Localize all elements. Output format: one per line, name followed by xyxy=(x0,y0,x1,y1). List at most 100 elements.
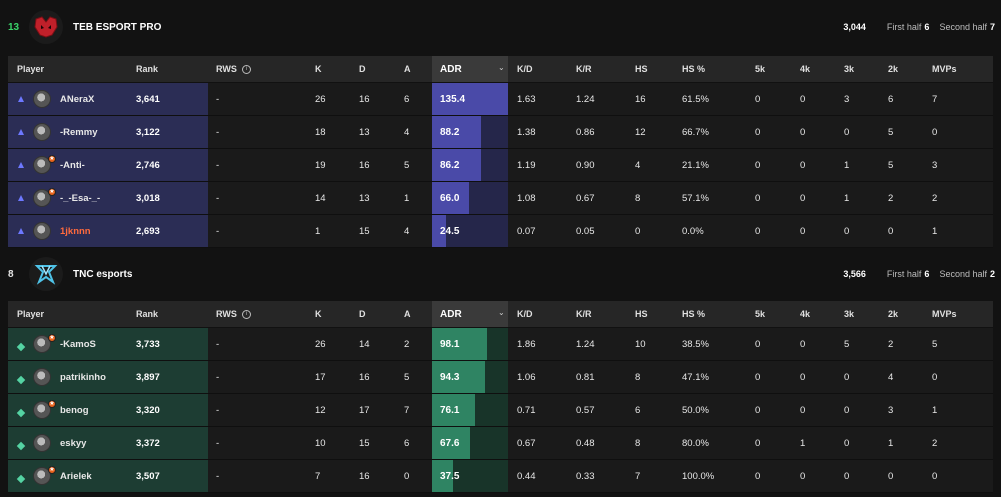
assists-value: 7 xyxy=(404,404,410,416)
column-header-assists[interactable]: A xyxy=(404,56,411,82)
3k-value: 3 xyxy=(844,93,850,105)
player-name[interactable]: -Remmy xyxy=(60,126,98,138)
headshot-percent-value: 100.0% xyxy=(682,470,715,482)
headshots-value: 4 xyxy=(635,159,641,171)
headshot-percent-value: 80.0% xyxy=(682,437,709,449)
info-icon[interactable]: i xyxy=(241,309,251,319)
player-name[interactable]: patrikinho xyxy=(60,371,106,383)
column-header-rank[interactable]: Rank xyxy=(136,301,158,327)
adr-bar: 98.1 xyxy=(432,328,508,360)
column-header-kr-ratio[interactable]: K/R xyxy=(576,56,592,82)
player-name[interactable]: eskyy xyxy=(60,437,87,449)
column-header-label: 3k xyxy=(844,309,855,319)
player-name[interactable]: benog xyxy=(60,404,89,416)
adr-value: 135.4 xyxy=(440,93,466,105)
rws-value: - xyxy=(216,93,220,105)
player-row[interactable]: ANeraX 3,641 - 26 16 6 135.4 1.63 1.24 16 61.5% 0 0 3… xyxy=(8,83,993,116)
player-row[interactable]: ★ -KamoS 3,733 - 26 14 2 98.1 1.86 1.24 10 38.5% 0 0 5… xyxy=(8,328,993,361)
avatar[interactable] xyxy=(33,222,51,240)
column-header-3k[interactable]: 3k xyxy=(844,56,854,82)
player-row[interactable]: ★ Arielek 3,507 - 7 16 0 37.5 0.44 0.33 7 100.0% 0 0 0… xyxy=(8,460,993,493)
5k-value: 0 xyxy=(755,404,761,416)
column-header-headshots[interactable]: HS xyxy=(635,56,648,82)
chevron-down-icon[interactable]: ⌄ xyxy=(498,308,505,317)
column-header-assists[interactable]: A xyxy=(404,301,411,327)
second-half-label: Second half xyxy=(939,22,987,32)
column-header-2k[interactable]: 2k xyxy=(888,301,898,327)
column-header-2k[interactable]: 2k xyxy=(888,56,898,82)
avatar[interactable] xyxy=(33,189,51,207)
column-header-headshots[interactable]: HS xyxy=(635,301,648,327)
avatar[interactable] xyxy=(33,156,51,174)
player-row[interactable]: eskyy 3,372-10 15 6 67.6 0.67 0.48 8 80.0% 0 1 0 1 2 xyxy=(8,427,993,460)
column-header-kr-ratio[interactable]: K/R xyxy=(576,301,592,327)
column-header-kills[interactable]: K xyxy=(315,56,322,82)
column-header-kills[interactable]: K xyxy=(315,301,322,327)
4k-value: 0 xyxy=(800,192,806,204)
avatar[interactable] xyxy=(33,401,51,419)
column-header-rws[interactable]: RWS i xyxy=(216,56,251,82)
deaths-value: 14 xyxy=(359,338,370,350)
2k-value: 5 xyxy=(888,126,894,138)
kr-ratio-value: 0.05 xyxy=(576,225,595,237)
column-header-label: Rank xyxy=(136,64,159,74)
chevron-down-icon[interactable]: ⌄ xyxy=(498,63,505,72)
column-header-label: HS xyxy=(635,64,648,74)
team-name: TNC esports xyxy=(73,268,133,280)
info-icon[interactable]: i xyxy=(241,64,251,74)
player-name[interactable]: 1jknnn xyxy=(60,225,91,237)
avatar[interactable] xyxy=(33,368,51,386)
player-name[interactable]: Arielek xyxy=(60,470,92,482)
rws-value: - xyxy=(216,192,220,204)
column-header-mvps[interactable]: MVPs xyxy=(932,301,957,327)
avatar[interactable] xyxy=(33,123,51,141)
player-row[interactable]: ★ -Anti- 2,746 - 19 16 5 86.2 1.19 0.90 4 21.1% 0 0 1 5… xyxy=(8,149,993,182)
player-row[interactable]: -Remmy 3,122 - 18 13 4 88.2 1.38 0.86 12 66.7% 0 0 0 5… xyxy=(8,116,993,149)
column-header-deaths[interactable]: D xyxy=(359,56,366,82)
column-header-headshot-percent[interactable]: HS % xyxy=(682,301,705,327)
player-name[interactable]: ANeraX xyxy=(60,93,95,105)
column-header-adr[interactable]: ADR ⌄ xyxy=(432,301,508,327)
avatar[interactable] xyxy=(33,90,51,108)
column-header-label: 5k xyxy=(755,309,766,319)
avatar[interactable] xyxy=(33,434,51,452)
avatar[interactable] xyxy=(33,335,51,353)
kd-ratio-value: 0.71 xyxy=(517,404,536,416)
adr-value: 94.3 xyxy=(440,371,460,383)
column-header-rank[interactable]: Rank xyxy=(136,56,158,82)
player-name[interactable]: -KamoS xyxy=(60,338,96,350)
column-header-headshot-percent[interactable]: HS % xyxy=(682,56,705,82)
adr-bar-fill xyxy=(432,328,487,360)
kills-value: 26 xyxy=(315,338,326,350)
adr-value: 86.2 xyxy=(440,159,460,171)
player-row[interactable]: patrikinho 3,897 - 17 16 5 94.3 1.06 0.81 8 47.1% 0… xyxy=(8,361,993,394)
deaths-value: 16 xyxy=(359,93,370,105)
column-header-player[interactable]: Player xyxy=(17,301,44,327)
column-header-4k[interactable]: 4k xyxy=(800,301,810,327)
column-header-label: 4k xyxy=(800,64,811,74)
column-header-label: K/R xyxy=(576,64,592,74)
column-header-kd-ratio[interactable]: K/D xyxy=(517,301,533,327)
column-header-5k[interactable]: 5k xyxy=(755,301,765,327)
player-name[interactable]: -Anti- xyxy=(60,159,85,171)
column-header-mvps[interactable]: MVPs xyxy=(932,56,957,82)
column-header-deaths[interactable]: D xyxy=(359,301,366,327)
3k-value: 0 xyxy=(844,126,850,138)
column-header-adr[interactable]: ADR ⌄ xyxy=(432,56,508,82)
team-summary: 3,566 First half 6 Second half 2 xyxy=(843,269,995,279)
player-row[interactable]: ★ benog 3,320 - 12 17 7 76.1 0.71 0.57 6 50.0% 0 0 0 3 1 xyxy=(8,394,993,427)
column-header-kd-ratio[interactable]: K/D xyxy=(517,56,533,82)
column-header-player[interactable]: Player xyxy=(17,56,44,82)
rws-value: - xyxy=(216,437,220,449)
column-header-rws[interactable]: RWS i xyxy=(216,301,251,327)
column-header-4k[interactable]: 4k xyxy=(800,56,810,82)
rank-value: 2,693 xyxy=(136,225,160,237)
rank-value: 3,897 xyxy=(136,371,160,383)
player-row[interactable]: 1jknnn 2,693 - 1 15 4 24.5 0.07 0.05 0 0.0% 0 0 0 0 1 xyxy=(8,215,993,248)
column-header-5k[interactable]: 5k xyxy=(755,56,765,82)
column-header-3k[interactable]: 3k xyxy=(844,301,854,327)
adr-bar: 88.2 xyxy=(432,116,508,148)
avatar[interactable] xyxy=(33,467,51,485)
player-name[interactable]: -_-Esa-_- xyxy=(60,192,101,204)
player-row[interactable]: ★ -_-Esa-_- 3,018 - 14 13 1 66.0 1.08 0.67 8 57.1% 0… xyxy=(8,182,993,215)
